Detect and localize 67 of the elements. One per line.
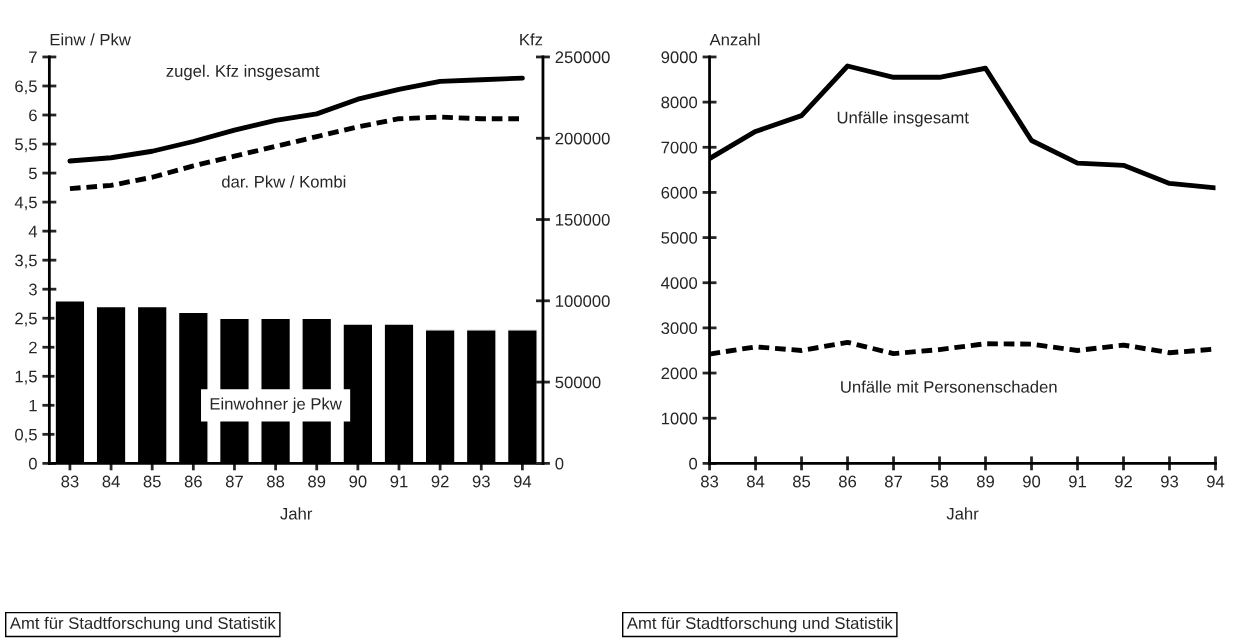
y-tick-label: 5,5 (15, 138, 37, 153)
x-tick-label: 87 (884, 475, 902, 488)
y-tick-label: 0 (689, 457, 698, 470)
y2-tick-label: 50000 (555, 376, 601, 389)
x-tick-label: 85 (143, 475, 161, 488)
series-label: Unfälle mit Personenschaden (841, 380, 1057, 393)
y-tick-label: 5000 (661, 231, 698, 244)
y2-tick-label: 0 (555, 457, 564, 470)
x-tick-label: 89 (976, 475, 994, 488)
y-tick-label: 2 (29, 341, 37, 354)
y2-axis-title: Kfz (520, 33, 543, 46)
y-tick-label: 7 (29, 51, 37, 63)
x-tick-label: 93 (1161, 475, 1179, 488)
series-label: Einwohner je Pkw (210, 397, 342, 414)
y-tick-label: 4,5 (14, 196, 37, 211)
x-tick-label: 93 (472, 475, 490, 488)
x-tick-label: 92 (1115, 475, 1132, 488)
y-tick-label: 5 (28, 167, 37, 180)
y-tick-label: 1,5 (15, 370, 37, 385)
y-axis-title: Anzahl (709, 33, 760, 46)
x-tick-label: 90 (349, 475, 367, 488)
x-tick-label: 83 (61, 475, 79, 488)
x-axis-title: Jahr (946, 507, 979, 520)
text: Amt für Stadtforschung und Statistik (626, 616, 893, 633)
y-tick-label: 3 (28, 283, 37, 296)
series-label: dar. Pkw / Kombi (222, 175, 346, 188)
y-tick-label: 1 (29, 399, 37, 412)
x-tick-label: 87 (225, 475, 243, 488)
x-axis-title: Jahr (280, 507, 313, 520)
series-label: zugel. Kfz insgesamt (166, 64, 320, 81)
text: Amt für Stadtforschung und Statistik (9, 616, 276, 633)
y2-tick-label: 100000 (556, 295, 610, 307)
y-tick-label: 7000 (661, 141, 698, 154)
y-tick-label: 3000 (661, 322, 698, 335)
y2-tick-label: 200000 (555, 132, 610, 145)
x-tick-label: 92 (431, 475, 449, 488)
y-tick-label: 4 (28, 225, 38, 238)
x-tick-label: 85 (792, 475, 811, 488)
y-tick-label: 1000 (661, 412, 698, 425)
x-tick-label: 84 (747, 475, 765, 488)
y-tick-label: 6000 (661, 186, 698, 199)
x-tick-label: 88 (267, 475, 285, 488)
y-tick-label: 3,5 (15, 254, 37, 269)
y-axis-title: Einw / Pkw (50, 33, 131, 46)
y-tick-label: 6 (29, 109, 37, 122)
y-tick-label: 2,5 (15, 312, 37, 327)
y-tick-label: 9000 (661, 51, 698, 64)
y-tick-label: 2000 (661, 367, 698, 380)
x-tick-label: 89 (308, 475, 326, 488)
x-tick-label: 91 (1069, 475, 1086, 488)
x-tick-label: 84 (102, 475, 120, 488)
series-label: Unfälle insgesamt (837, 111, 969, 127)
y2-tick-label: 150000 (556, 213, 610, 226)
y-tick-label: 4000 (661, 277, 698, 289)
x-tick-label: 90 (1023, 475, 1041, 488)
x-tick-label: 58 (930, 475, 949, 488)
y-tick-label: 0,5 (15, 428, 37, 443)
x-tick-label: 86 (184, 475, 202, 488)
x-tick-label: 86 (838, 475, 857, 488)
y-tick-label: 6,5 (15, 80, 37, 95)
x-tick-label: 94 (1207, 475, 1225, 488)
x-tick-label: 83 (701, 475, 719, 488)
y-tick-label: 8000 (661, 96, 698, 109)
y2-tick-label: 250000 (555, 51, 610, 64)
x-tick-label: 94 (513, 475, 532, 488)
y-tick-label: 0 (28, 457, 37, 470)
x-tick-label: 91 (390, 475, 408, 488)
